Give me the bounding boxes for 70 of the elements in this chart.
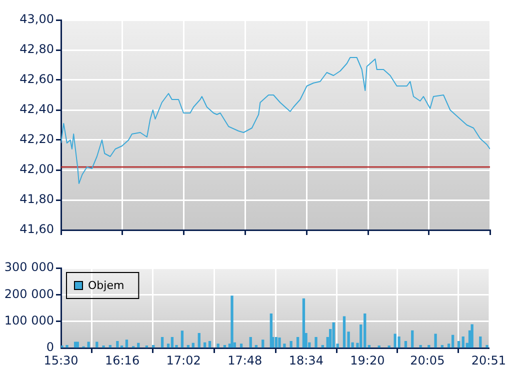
bar [296, 337, 300, 348]
bar [332, 322, 335, 348]
bar [186, 345, 190, 348]
bar [76, 342, 79, 348]
bar [254, 345, 258, 348]
bar [428, 345, 430, 348]
bar [486, 345, 488, 348]
bar [240, 344, 243, 348]
x-tick-label: 19:20 [350, 353, 385, 368]
bar [398, 336, 400, 348]
y-tick-label: 42,00 [20, 162, 54, 176]
bar [274, 337, 278, 348]
bar [96, 342, 98, 348]
bar [342, 316, 346, 348]
x-tick-label: 20:05 [410, 353, 445, 368]
bar [170, 337, 174, 348]
bar [440, 345, 444, 348]
bar [314, 337, 318, 348]
bar [394, 334, 396, 348]
bar [137, 342, 140, 348]
bar [66, 345, 68, 348]
x-tick-label: 20:51 [471, 353, 506, 368]
bar [470, 324, 474, 348]
y-tick-label: 200 000 [4, 286, 54, 301]
bar [116, 341, 119, 348]
bar [262, 340, 264, 348]
bar [223, 345, 226, 348]
bar [479, 336, 482, 348]
x-tick-label: 18:34 [288, 353, 324, 368]
y-tick-label: 42,60 [20, 72, 54, 86]
bar [160, 337, 164, 348]
bar [180, 330, 184, 348]
bar [411, 330, 414, 348]
x-tick-label: 15:30 [44, 353, 78, 368]
bar [457, 341, 460, 348]
bar [321, 345, 324, 348]
bar [278, 338, 281, 348]
y-tick-label: 41,60 [20, 222, 54, 236]
bar [249, 337, 252, 348]
y-tick-label: 300 000 [4, 260, 54, 274]
bar [434, 334, 437, 348]
bar [108, 345, 112, 348]
bar [216, 344, 220, 348]
y-tick-label: 41,80 [20, 192, 54, 206]
bar [368, 345, 371, 348]
y-tick-label: 100 000 [4, 313, 54, 328]
bar [364, 314, 366, 348]
y-tick-label: 42,20 [20, 132, 54, 146]
bar [404, 341, 408, 348]
x-tick-label: 17:02 [166, 353, 201, 368]
bar [125, 340, 128, 348]
bar [198, 333, 200, 348]
x-tick-label: 17:48 [228, 353, 262, 368]
bar [462, 336, 464, 348]
legend-label: Objem [88, 278, 124, 292]
bar [192, 342, 194, 348]
bar [290, 341, 292, 348]
bar [451, 334, 454, 348]
y-tick-label: 42,80 [20, 42, 54, 56]
bar [87, 342, 90, 348]
y-tick-label: 42,40 [20, 102, 54, 116]
bar [419, 345, 422, 348]
bar [230, 296, 234, 348]
bar [283, 344, 286, 348]
bar [152, 345, 155, 348]
bar [208, 341, 212, 348]
y-tick-label: 43,00 [20, 12, 54, 26]
bar [74, 342, 77, 348]
x-tick-label: 16:16 [104, 353, 140, 368]
y-tick-label: 0 [46, 340, 54, 354]
